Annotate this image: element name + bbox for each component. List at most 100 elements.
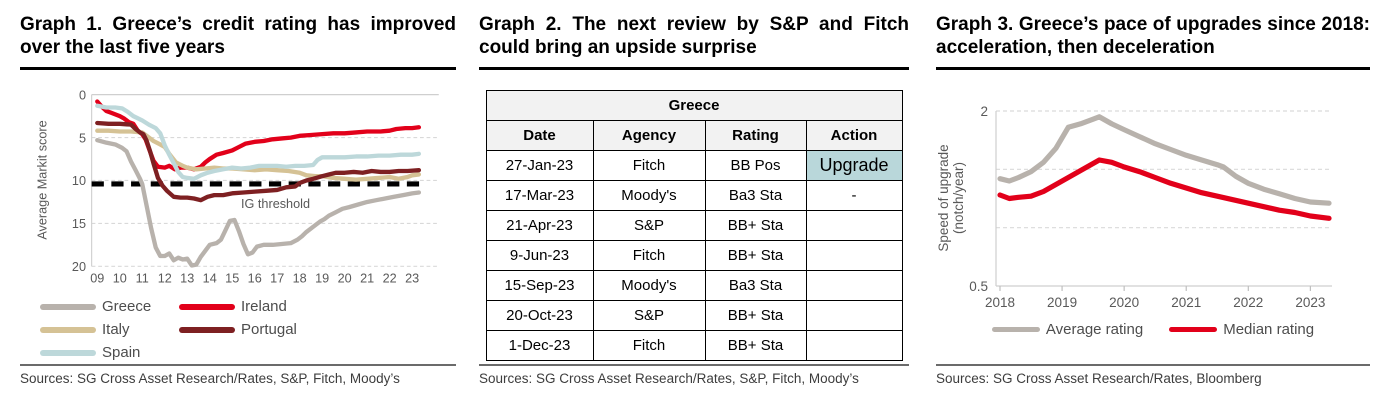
agency-cell: Fitch — [592, 329, 706, 361]
table-row: 20-Oct-23 S&P BB+ Sta — [485, 299, 903, 331]
legend-label: Italy — [102, 321, 130, 338]
action-cell — [805, 299, 903, 331]
rating-cell: BB Pos — [704, 149, 807, 181]
legend-item-italy: Italy — [40, 318, 179, 341]
panel-graph3: Graph 3. Greece’s pace of upgrades since… — [936, 14, 1370, 386]
table-row: 17-Mar-23 Moody's Ba3 Sta - — [485, 179, 903, 211]
graph3-sources: Sources: SG Cross Asset Research/Rates, … — [936, 364, 1370, 386]
legend-item-greece: Greece — [40, 295, 179, 318]
action-upgrade-cell: Upgrade — [805, 149, 903, 181]
y-tick-label: 2 — [980, 104, 988, 119]
spain-line-swatch — [40, 349, 96, 356]
table-row: 9-Jun-23 Fitch BB+ Sta — [485, 239, 903, 271]
graph1-title: Graph 1. Greece’s credit rating has impr… — [20, 14, 456, 70]
series-greece-line — [95, 137, 422, 268]
x-tick-label: 16 — [248, 271, 262, 285]
x-tick-label: 2019 — [1047, 295, 1077, 310]
action-cell: - — [805, 179, 903, 211]
ig-threshold-label: IG threshold — [241, 197, 310, 211]
graph2-title: Graph 2. The next review by S&P and Fitc… — [479, 14, 909, 70]
y-axis-title: Average Markit score — [36, 120, 50, 239]
x-tick-label: 2022 — [1233, 295, 1263, 310]
series-portugal-line — [95, 120, 422, 202]
y-tick-label: 10 — [72, 174, 86, 188]
table-row: 1-Dec-23 Fitch BB+ Sta — [485, 329, 903, 361]
action-cell — [805, 209, 903, 241]
graph3-chart: 2018 2019 2020 2021 2022 2023 2 0.5 Speed of upg… — [936, 104, 1332, 310]
x-tick-label: 10 — [113, 271, 127, 285]
date-cell: 15-Sep-23 — [485, 269, 594, 301]
agency-cell: S&P — [592, 209, 706, 241]
legend-label: Spain — [102, 344, 141, 361]
x-tick-label: 12 — [158, 271, 172, 285]
graph1-legend: Greece Ireland Italy Portugal Spain — [20, 295, 456, 364]
x-tick-label: 23 — [405, 271, 419, 285]
col-header-action: Action — [805, 119, 903, 151]
legend-item-ireland: Ireland — [179, 295, 318, 318]
agency-cell: S&P — [592, 299, 706, 331]
x-tick-label: 09 — [90, 271, 104, 285]
date-cell: 20-Oct-23 — [485, 299, 594, 331]
panel-graph2: Graph 2. The next review by S&P and Fitc… — [479, 14, 909, 386]
x-tick-label: 13 — [180, 271, 194, 285]
action-cell — [805, 269, 903, 301]
date-cell: 9-Jun-23 — [485, 239, 594, 271]
y-tick-label: 0.5 — [969, 279, 988, 294]
legend-label: Portugal — [241, 321, 297, 338]
y-tick-label: 15 — [72, 217, 86, 231]
rating-cell: BB+ Sta — [704, 329, 807, 361]
col-header-date: Date — [485, 119, 594, 151]
table-header-row: Date Agency Rating Action — [485, 119, 903, 151]
graph1-sources: Sources: SG Cross Asset Research/Rates, … — [20, 364, 456, 386]
table-title-row: Greece — [485, 89, 903, 121]
legend-label: Median rating — [1223, 320, 1315, 338]
x-tick-label: 21 — [360, 271, 374, 285]
rating-cell: Ba3 Sta — [704, 269, 807, 301]
greece-line-swatch — [40, 303, 96, 310]
x-tick-label: 19 — [315, 271, 329, 285]
x-tick-label: 15 — [225, 271, 239, 285]
y-tick-label: 20 — [72, 260, 86, 274]
y-axis-title: Speed of upgrade — [936, 144, 951, 251]
table-title-greece: Greece — [485, 89, 903, 121]
rating-cell: Ba3 Sta — [704, 179, 807, 211]
portugal-line-swatch — [179, 326, 235, 333]
col-header-rating: Rating — [704, 119, 807, 151]
series-spain-line — [95, 103, 422, 181]
agency-cell: Fitch — [592, 149, 706, 181]
y-tick-label: 0 — [79, 88, 86, 102]
y-tick-label: 5 — [79, 131, 86, 145]
x-tick-label: 14 — [203, 271, 217, 285]
action-cell — [805, 329, 903, 361]
x-tick-label: 2018 — [985, 295, 1015, 310]
legend-label: Average rating — [1045, 320, 1144, 338]
ireland-line-swatch — [179, 303, 235, 310]
x-tick-label: 18 — [293, 271, 307, 285]
legend-item-portugal: Portugal — [179, 318, 318, 341]
legend-item-spain: Spain — [40, 341, 179, 364]
x-tick-label: 2023 — [1295, 295, 1325, 310]
table-row: 27-Jan-23 Fitch BB Pos Upgrade — [485, 149, 903, 181]
agency-cell: Moody's — [592, 269, 706, 301]
date-cell: 1-Dec-23 — [485, 329, 594, 361]
rating-cell: BB+ Sta — [704, 299, 807, 331]
agency-cell: Fitch — [592, 239, 706, 271]
x-tick-label: 11 — [136, 271, 149, 285]
legend-item-median-rating: Median rating — [1169, 318, 1314, 341]
table-row: 21-Apr-23 S&P BB+ Sta — [485, 209, 903, 241]
graph3-title: Graph 3. Greece’s pace of upgrades since… — [936, 14, 1370, 70]
legend-label: Ireland — [241, 298, 287, 315]
date-cell: 27-Jan-23 — [485, 149, 594, 181]
agency-cell: Moody's — [592, 179, 706, 211]
panel-graph1: Graph 1. Greece’s credit rating has impr… — [20, 14, 456, 386]
graph1-chart: 09 10 11 12 13 14 15 16 17 18 19 20 21 22 23 0 5 10 15 20 Av… — [36, 88, 439, 285]
legend-item-average-rating: Average rating — [991, 318, 1144, 341]
italy-line-swatch — [40, 326, 96, 333]
date-cell: 21-Apr-23 — [485, 209, 594, 241]
x-tick-label: 17 — [270, 271, 284, 285]
average-rating-line-swatch — [991, 326, 1040, 332]
table-row: 15-Sep-23 Moody's Ba3 Sta — [485, 269, 903, 301]
rating-cell: BB+ Sta — [704, 239, 807, 271]
y-axis-title: (notch/year) — [951, 162, 966, 234]
rating-cell: BB+ Sta — [704, 209, 807, 241]
